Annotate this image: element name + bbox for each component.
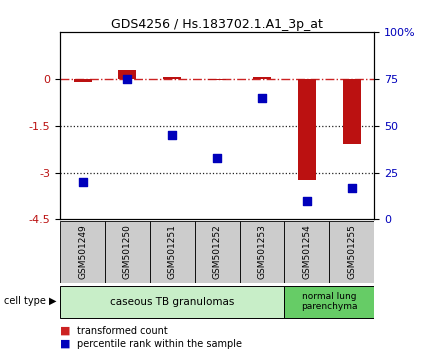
- Bar: [105, 221, 150, 283]
- Bar: [195, 221, 240, 283]
- Point: [124, 76, 131, 81]
- Bar: [208, 79, 226, 80]
- Text: ■: ■: [60, 326, 71, 336]
- Text: ■: ■: [60, 339, 71, 349]
- Text: GSM501250: GSM501250: [123, 224, 132, 279]
- Text: caseous TB granulomas: caseous TB granulomas: [110, 297, 234, 307]
- Bar: [298, 79, 316, 181]
- Text: GSM501251: GSM501251: [168, 224, 177, 279]
- Point: [304, 198, 310, 204]
- Text: percentile rank within the sample: percentile rank within the sample: [77, 339, 243, 349]
- Bar: [284, 221, 329, 283]
- Bar: [60, 286, 284, 318]
- Point: [79, 179, 86, 185]
- Title: GDS4256 / Hs.183702.1.A1_3p_at: GDS4256 / Hs.183702.1.A1_3p_at: [111, 18, 323, 31]
- Bar: [150, 221, 195, 283]
- Point: [258, 95, 265, 101]
- Bar: [119, 70, 136, 79]
- Text: GSM501249: GSM501249: [78, 224, 87, 279]
- Text: GSM501253: GSM501253: [258, 224, 267, 279]
- Bar: [284, 286, 374, 318]
- Bar: [253, 76, 271, 79]
- Point: [169, 132, 176, 138]
- Bar: [60, 221, 105, 283]
- Bar: [329, 221, 374, 283]
- Text: normal lung
parenchyma: normal lung parenchyma: [301, 292, 357, 312]
- Text: GSM501255: GSM501255: [347, 224, 356, 279]
- Text: GSM501252: GSM501252: [213, 224, 221, 279]
- Bar: [163, 77, 181, 79]
- Point: [214, 155, 221, 160]
- Point: [348, 185, 355, 190]
- Bar: [74, 79, 92, 82]
- Text: GSM501254: GSM501254: [302, 224, 311, 279]
- Bar: [240, 221, 284, 283]
- Text: transformed count: transformed count: [77, 326, 168, 336]
- Bar: [343, 79, 361, 144]
- Text: cell type ▶: cell type ▶: [4, 296, 57, 306]
